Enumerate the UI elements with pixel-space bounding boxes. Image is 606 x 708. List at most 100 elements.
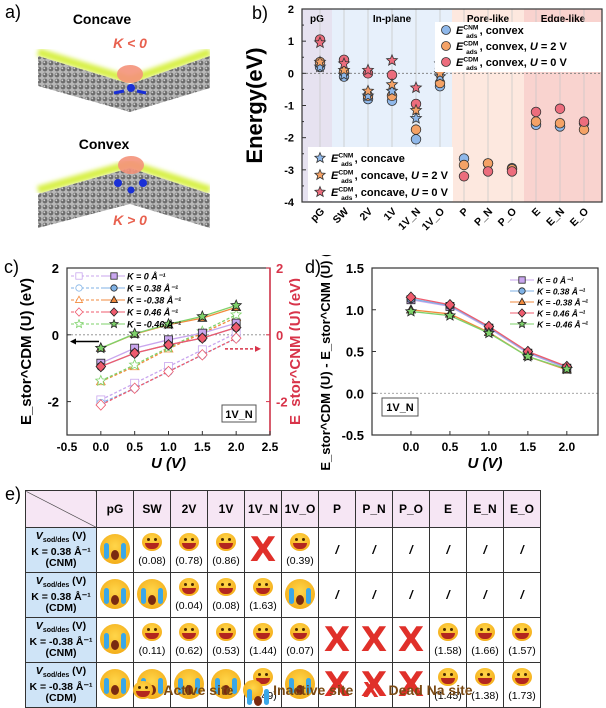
right-arrow-head [255, 345, 261, 352]
cell-2V-inactive [170, 662, 208, 708]
inactive-site-icon [100, 668, 130, 699]
inactive-site-icon [243, 680, 264, 706]
active-site-icon [133, 681, 154, 699]
x-tick-label: 1V_O [420, 206, 447, 233]
series-point [405, 291, 417, 304]
point-star-1V [385, 53, 399, 66]
series-point [521, 350, 534, 362]
x-tick-label: 1.0 [160, 440, 177, 454]
legend-filled-marker [109, 307, 119, 317]
legend-label: K = -0.38 Å⁻¹ [537, 298, 588, 308]
legend-convex-item: ECNM ads, convex [456, 25, 525, 40]
cell-1V_N-active: (1.44) [244, 617, 282, 663]
column-header-1V_O: 1V_O [281, 490, 319, 528]
dead-site-icon: X [249, 530, 277, 570]
y-right-tick-label: 2 [276, 261, 283, 276]
row-header: Vsod/des (V) K = 0.38 Å⁻¹ (CNM) [25, 527, 97, 573]
voltage-value: (0.62) [175, 645, 203, 657]
x-tick-label: 2.5 [262, 440, 279, 454]
legend-active-label: Active site [163, 682, 234, 698]
row-header: Vsod/des (V) K = 0.38 Å⁻¹ (CDM) [25, 572, 97, 618]
chart-c-storage-energy: 2 0 -2 2 0 -2 -0.5 0.0 0.5 1.0 1.5 2.0 2.5 U (V) E_sto… [18, 261, 300, 472]
x-tick-label: E_O [568, 206, 591, 229]
x-tick-label: 1.0 [481, 440, 498, 454]
legend-concave-marker [313, 151, 327, 164]
y-tick-label: -0.5 [342, 428, 364, 443]
legend-concave-item: ECDM ads, concave, U = 2 V [331, 170, 449, 185]
active-site-icon [142, 623, 162, 641]
point-circle-E_N [554, 103, 566, 114]
x-axis-label: U (V) [151, 455, 186, 472]
legend-convex-item: ECDM ads, convex, U = 0 V [456, 57, 567, 72]
point-circle-1V_N [410, 124, 422, 135]
convex-na-ion [118, 156, 144, 174]
column-header-E: E [429, 490, 467, 528]
voltage-value: (0.08) [138, 555, 166, 567]
y-tick-label: 0.5 [346, 345, 364, 360]
cell-P-na: / [318, 527, 356, 573]
legend-convex-marker [441, 25, 451, 35]
concave-title: Concave [73, 11, 132, 27]
dead-site-icon: X [363, 678, 379, 702]
legend-label: K = -0.46 Å⁻¹ [127, 320, 181, 330]
x-tick-label: 2.0 [558, 440, 575, 454]
column-header-2V: 2V [170, 490, 208, 528]
x-tick-label: P [458, 206, 471, 219]
concave-dopant-atom [127, 84, 135, 92]
cell-P_O-na: / [392, 572, 430, 618]
column-header-P_N: P_N [355, 490, 393, 528]
y-tick-label: 2 [288, 4, 294, 16]
point-star-1V [385, 77, 399, 91]
convex-curvature: K > 0 [113, 212, 147, 228]
active-site-icon [179, 533, 199, 551]
legend-label: K = -0.38 Å⁻¹ [127, 296, 181, 306]
cell-pG-inactive [96, 617, 134, 663]
active-site-icon [290, 623, 310, 641]
y-left-tick-label: 0 [52, 328, 59, 343]
cell-SW-active: (0.08) [133, 527, 171, 573]
voltage-value: (1.58) [434, 645, 462, 657]
legend-concave-marker [313, 168, 327, 181]
legend-filled-marker [110, 272, 118, 280]
annotation-box [381, 397, 419, 417]
cell-1V-inactive [207, 662, 245, 708]
cell-E_N-active: (1.66) [466, 617, 504, 663]
legend-hollow-marker [75, 284, 83, 292]
y-tick-label: -4 [284, 197, 295, 209]
voltage-value: (1.73) [508, 690, 536, 702]
legend-marker [517, 308, 527, 318]
dead-site-icon: X [360, 620, 388, 660]
voltage-value: (1.45) [434, 690, 462, 702]
x-tick-label: E_N [544, 206, 567, 229]
point-circle-P_N [482, 166, 494, 177]
y-tick-label: 1.0 [346, 303, 364, 318]
convex-dopant-atom-right [139, 179, 147, 187]
concave-dopant-bonds [113, 89, 147, 95]
point-star-SW [337, 63, 351, 76]
cell-1V_N-dead: X [244, 527, 282, 573]
cell-2V-active: (0.04) [170, 572, 208, 618]
x-tick-label: 0.5 [126, 440, 143, 454]
cell-E-active: (1.58) [429, 617, 467, 663]
y-tick-label: -1 [284, 101, 294, 113]
y-left-tick-label: -2 [47, 395, 59, 410]
legend-inactive-label: Inactive site [273, 682, 354, 698]
active-site-icon [216, 533, 236, 551]
point-circle-E_N [554, 117, 566, 129]
y-tick-label: 0.0 [346, 386, 364, 401]
column-header-SW: SW [133, 490, 171, 528]
cell-1V-active: (0.53) [207, 617, 245, 663]
active-site-icon [512, 623, 532, 641]
cnm-point [229, 308, 243, 320]
active-site-icon [290, 533, 310, 551]
dead-site-icon: X [323, 620, 351, 660]
series-point [482, 326, 495, 339]
x-tick-label: E [530, 206, 543, 219]
cdm-point [95, 360, 107, 373]
legend-concave: ECNM ads, concave ECDM ads, concave, U = 2 … [308, 147, 453, 202]
cdm-point [162, 317, 175, 330]
x-tick-label: -0.5 [57, 440, 78, 454]
legend-label: K = 0.46 Å⁻¹ [537, 309, 585, 319]
voltage-value: (0.78) [175, 555, 203, 567]
cell-1V_O-inactive [281, 572, 319, 618]
